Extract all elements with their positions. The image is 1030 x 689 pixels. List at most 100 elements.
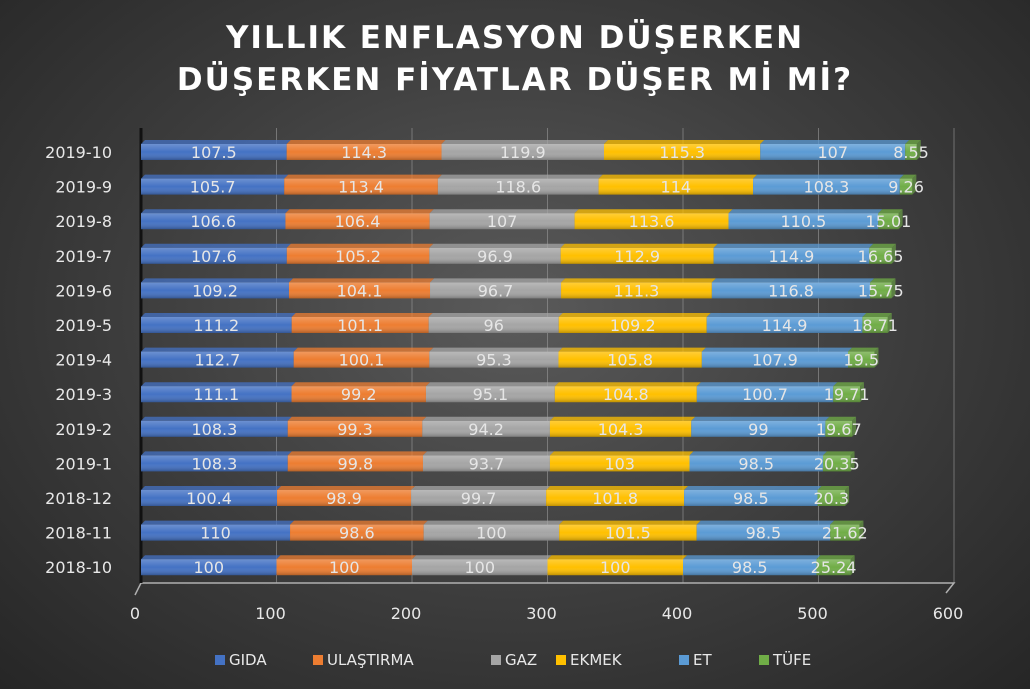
bar-top-face [683,555,821,560]
legend-swatch [313,655,323,665]
bar-segment-shade [706,317,863,333]
data-label: 108.3 [191,454,237,473]
bar-top-face [141,520,295,525]
data-label: 107.9 [752,351,798,370]
data-label: 100 [600,558,631,577]
bar-segment-shade [711,282,871,299]
bar-segment-shade [141,282,289,299]
bar-top-face [412,555,552,560]
category-label: 2019-9 [55,178,112,197]
data-label: 118.6 [495,178,541,197]
bar-top-face [598,174,758,179]
bar-end-face [859,520,864,541]
data-label: 15.75 [858,281,904,300]
data-label: 19.67 [816,420,862,439]
category-label: 2019-2 [55,420,112,439]
bar-top-face [429,347,563,352]
bar-segment-shade [862,317,888,333]
bar-segment-shade [411,490,547,506]
data-label: 94.2 [468,420,504,439]
data-label: 19.5 [843,351,879,370]
data-label: 111.3 [614,281,660,300]
bar-segment-shade [285,213,430,230]
data-label: 109.2 [610,316,656,335]
bar-segment-shade [701,351,849,368]
bar-end-face [874,347,879,368]
legend-swatch [759,655,769,665]
bar-segment-shade [291,317,429,333]
bar-segment-shade [546,490,685,506]
bar-segment-shade [291,386,426,403]
bar-segment-shade [141,317,292,333]
data-label: 96 [484,316,504,335]
bar-top-face [286,243,434,248]
bar-top-face [141,140,291,144]
data-label: 101.1 [337,316,383,335]
bar-segment-shade [412,559,548,576]
bar-top-face [425,382,559,387]
axis-floor [134,582,956,596]
bar-top-face [141,486,282,490]
data-label: 104.3 [598,420,644,439]
bar-top-face [830,520,864,525]
data-label: 98.5 [733,489,769,508]
bar-top-face [822,451,855,456]
x-tick-label: 600 [933,604,964,623]
data-label: 96.9 [477,247,513,266]
bar-segment-shade [425,386,555,403]
data-label: 98.5 [746,524,782,543]
bar-segment-shade [286,144,442,160]
bar-segment-shade [441,144,605,160]
x-tick-label: 0 [130,604,140,623]
bar-top-face [760,140,910,144]
bar-top-face [870,278,896,283]
bar-segment-shade [549,420,692,437]
bar-segment-shade [728,213,879,230]
bar-segment-shade [141,455,288,472]
data-label: 15.01 [866,212,912,231]
bar-top-face [753,174,904,179]
data-label: 105.7 [190,178,236,197]
data-label: 95.3 [476,351,512,370]
category-label: 2019-4 [55,351,112,370]
data-label: 109.2 [192,281,238,300]
data-label: 93.7 [469,454,505,473]
bar-segment-shade [423,524,560,541]
x-tick-label: 200 [391,604,422,623]
bar-segment-shade [141,178,285,195]
chart-title-line-1: YILLIK ENFLASYON DÜŞERKEN [225,19,804,56]
bar-segment-shade [870,282,892,299]
data-label: 21.62 [822,524,868,543]
bar-segment-shade [429,247,561,264]
bar-segment-shade [428,317,559,333]
bar-segment-shade [905,144,917,160]
bar-segment-shade [290,524,424,541]
data-label: 114.9 [769,247,815,266]
data-label: 8.55 [893,143,929,162]
bar-top-face [141,278,293,283]
bar-top-face [422,416,554,421]
data-label: 99.2 [341,385,377,404]
bar-top-face [899,174,917,179]
category-label: 2019-6 [55,281,112,300]
bar-segment-shade [696,524,831,541]
bars [141,140,921,576]
bar-segment-shade [547,559,683,576]
data-label: 98.9 [326,489,362,508]
bar-top-face [287,416,427,421]
bar-top-face [141,347,298,352]
data-label: 108.3 [804,178,850,197]
category-label: 2019-7 [55,247,112,266]
legend-label: EKMEK [570,651,623,669]
data-label: 99.7 [461,489,497,508]
data-label: 100.7 [742,385,788,404]
bar-segment-shade [558,351,702,368]
bar-end-face [850,451,855,472]
value-axis-labels: 0 100 200 300 400 500 600 [130,604,963,623]
bar-top-face [684,486,822,490]
category-label: 2019-10 [45,143,112,162]
bar-segment-shade [286,247,430,264]
category-label: 2019-3 [55,385,112,404]
bar-top-face [277,486,416,490]
data-label: 20.3 [813,489,849,508]
